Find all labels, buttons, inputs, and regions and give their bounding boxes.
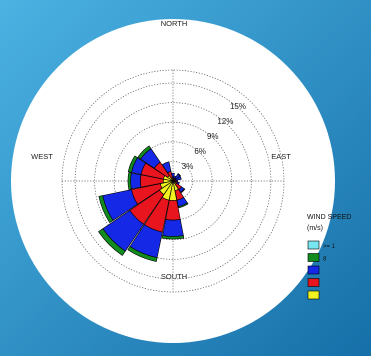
legend-swatch-3 <box>307 278 320 287</box>
grid <box>61 69 285 293</box>
ring-label-15: 15% <box>230 102 246 111</box>
compass-label-east: EAST <box>271 152 291 161</box>
legend-swatch-1 <box>307 253 320 262</box>
grid-ring-6 <box>133 141 213 221</box>
legend-swatch-4 <box>307 290 320 300</box>
grid-ring-12 <box>94 102 252 260</box>
legend-subtitle: (m/s) <box>307 225 323 232</box>
petal-nw-band-3 <box>137 145 152 160</box>
petal-w-band-3 <box>127 172 132 190</box>
petal-sw-band-3 <box>98 228 126 256</box>
legend-label-0: >= 1 <box>323 244 336 250</box>
petal-ssw-band-3 <box>127 246 158 262</box>
ring-label-3: 3% <box>182 162 194 171</box>
petals <box>98 145 189 262</box>
petal-sse-band-3 <box>177 202 189 209</box>
legend-swatch-0 <box>307 240 320 250</box>
petal-nnw-band-2 <box>161 161 172 174</box>
petal-s-band-2 <box>162 219 184 237</box>
petal-w-band-2 <box>130 172 142 190</box>
grid-ring-3 <box>153 161 193 201</box>
chart-labels: NORTH SOUTH EAST WEST <box>31 19 291 281</box>
ring-label-12: 12% <box>217 117 233 126</box>
legend: WIND SPEED (m/s) >= 1 8 <box>307 214 351 300</box>
compass-label-west: WEST <box>31 152 53 161</box>
petal-wsw-band-3 <box>98 195 114 223</box>
grid-ring-9 <box>113 121 233 241</box>
ring-label-6: 6% <box>194 147 206 156</box>
ring-labels: 3%6%9% 12% 15% <box>182 102 246 171</box>
petal-s-band-3 <box>161 235 185 240</box>
legend-title: WIND SPEED <box>307 214 351 221</box>
petal-wnw-band-3 <box>127 155 138 173</box>
compass-label-south: SOUTH <box>161 272 187 281</box>
ring-label-9: 9% <box>207 132 219 141</box>
grid-ring-15 <box>74 82 272 280</box>
legend-swatch-2 <box>307 265 320 275</box>
legend-label-1: 8 <box>323 257 327 263</box>
compass-label-north: NORTH <box>161 19 188 28</box>
